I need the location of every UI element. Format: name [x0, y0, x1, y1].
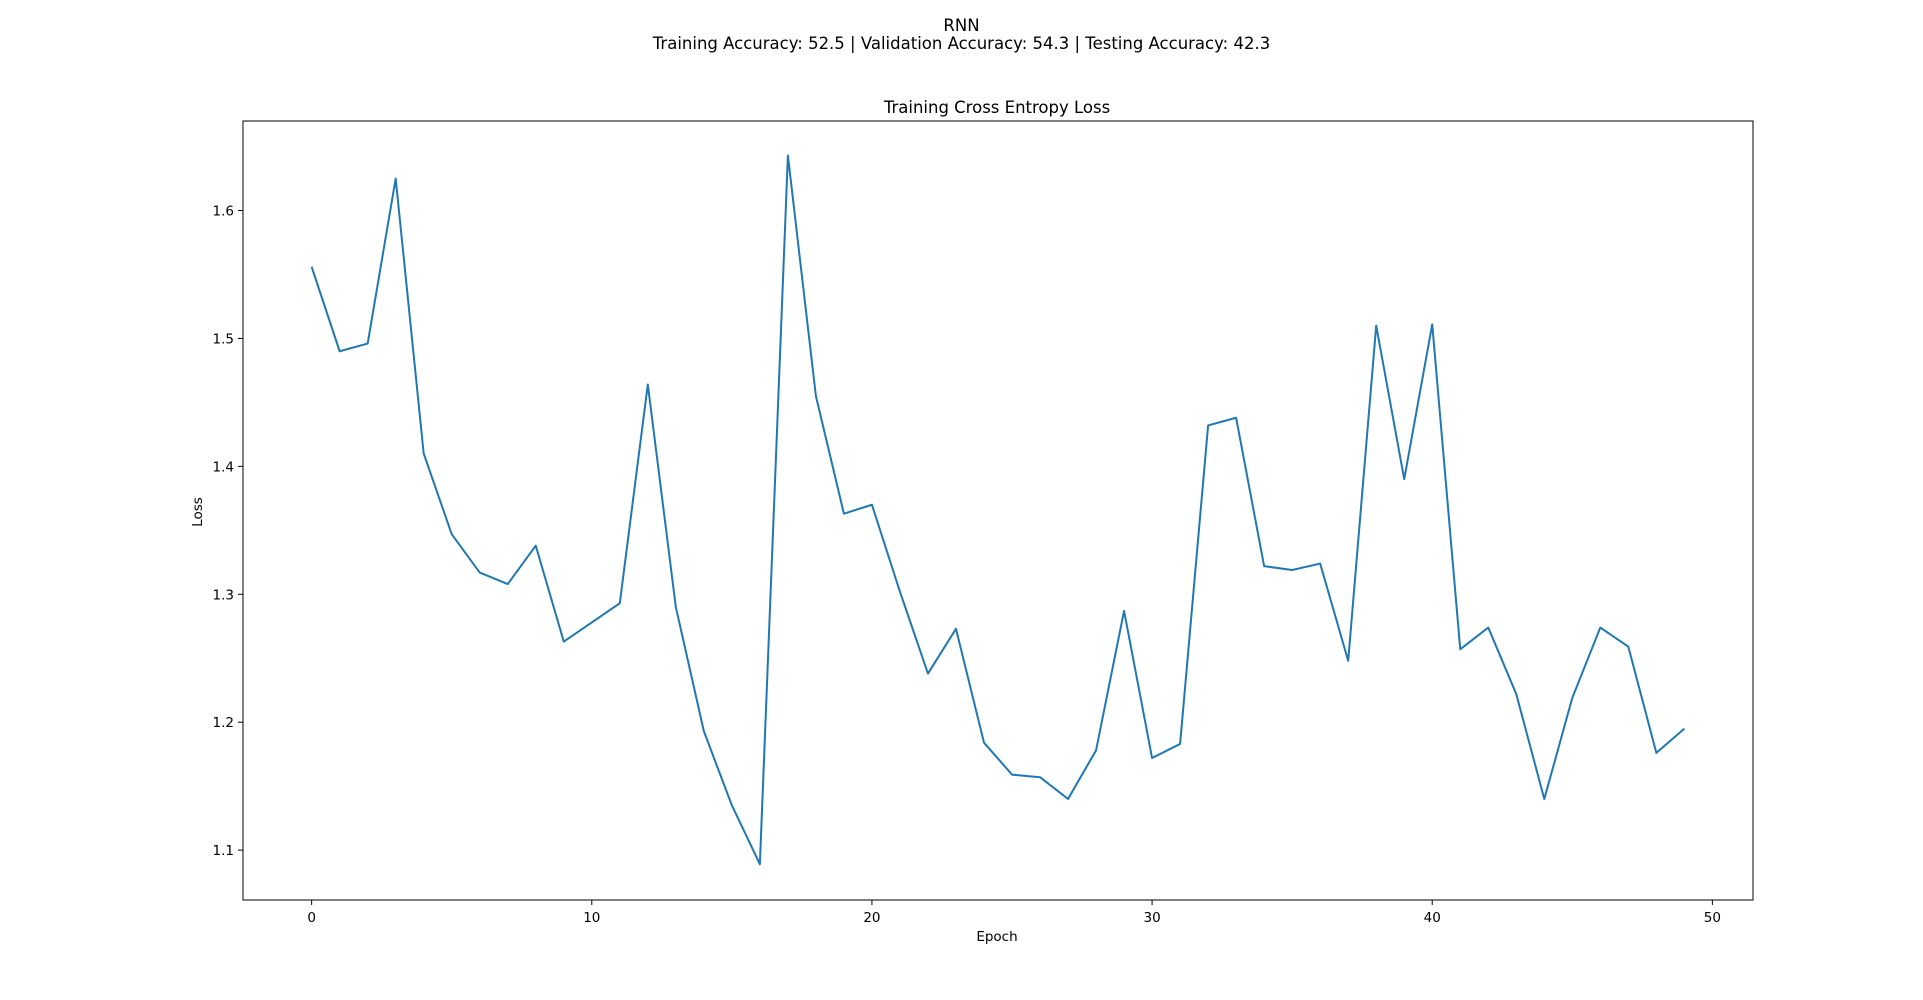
- y-axis-label: Loss: [190, 497, 206, 527]
- figure-subtitle-accuracies: Training Accuracy: 52.5 | Validation Acc…: [652, 34, 1271, 53]
- figure-title: RNN: [943, 16, 980, 35]
- y-tick-label: 1.5: [213, 331, 234, 347]
- y-tick-label: 1.2: [213, 715, 234, 731]
- x-tick-label: 40: [1424, 910, 1441, 926]
- x-axis: 0 10 20 30 40 50: [307, 900, 1721, 926]
- x-tick-label: 50: [1704, 910, 1721, 926]
- x-tick-label: 30: [1143, 910, 1160, 926]
- y-tick-label: 1.1: [213, 843, 234, 859]
- x-axis-label: Epoch: [976, 929, 1017, 945]
- x-tick-label: 10: [583, 910, 600, 926]
- x-tick-label: 20: [863, 910, 880, 926]
- chart-title: Training Cross Entropy Loss: [883, 98, 1110, 117]
- x-tick-label: 0: [307, 910, 316, 926]
- y-tick-label: 1.3: [213, 587, 234, 603]
- axes-frame: [242, 120, 1754, 901]
- y-tick-label: 1.4: [213, 459, 234, 475]
- y-tick-label: 1.6: [213, 204, 234, 220]
- plot-area: [310, 154, 1686, 866]
- y-axis: 1.1 1.2 1.3 1.4 1.5 1.6: [213, 204, 243, 859]
- series-line-0: [310, 154, 1686, 866]
